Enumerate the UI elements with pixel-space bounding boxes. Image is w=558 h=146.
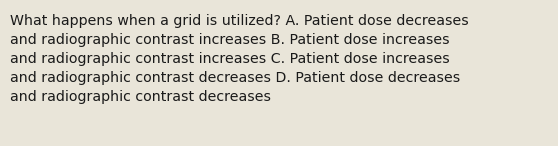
Text: What happens when a grid is utilized? A. Patient dose decreases: What happens when a grid is utilized? A.… <box>10 14 469 28</box>
Text: and radiographic contrast increases C. Patient dose increases: and radiographic contrast increases C. P… <box>10 52 450 66</box>
Text: and radiographic contrast increases B. Patient dose increases: and radiographic contrast increases B. P… <box>10 33 450 47</box>
Text: and radiographic contrast decreases D. Patient dose decreases: and radiographic contrast decreases D. P… <box>10 71 460 85</box>
Text: and radiographic contrast decreases: and radiographic contrast decreases <box>10 90 271 104</box>
